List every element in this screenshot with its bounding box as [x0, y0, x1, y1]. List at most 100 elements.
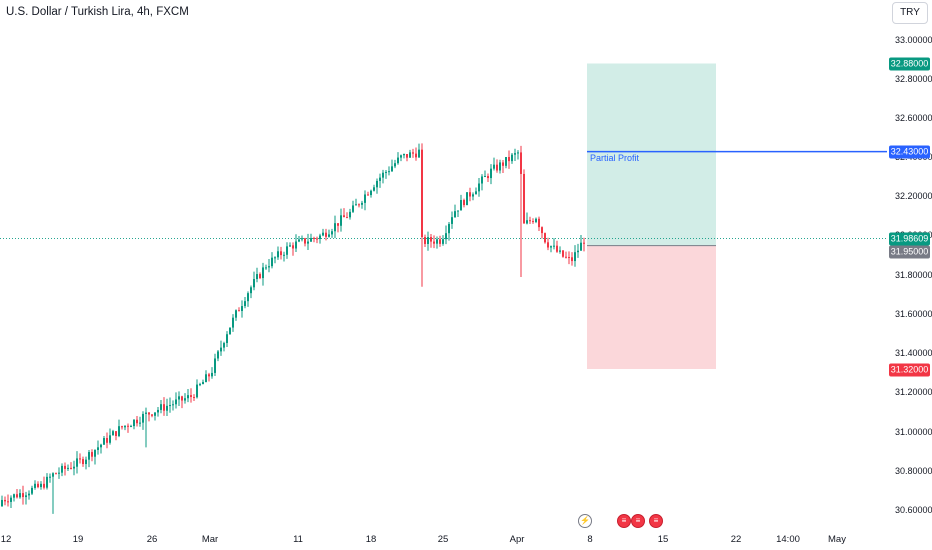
y-tick: 31.80000	[895, 270, 932, 280]
candle-body	[73, 466, 75, 469]
loss-zone	[587, 245, 716, 369]
candle-body	[364, 194, 366, 203]
candle-body	[439, 239, 441, 244]
candle-body	[232, 317, 234, 328]
x-tick: 22	[730, 534, 742, 545]
candle-body	[4, 499, 6, 502]
chart-area[interactable]	[0, 0, 887, 530]
y-tick: 33.00000	[895, 35, 932, 45]
candle-body	[154, 412, 156, 416]
candle-body	[250, 287, 252, 294]
candle-body	[556, 245, 558, 252]
us-flag-icon[interactable]: ≡	[617, 514, 631, 528]
candle-body	[550, 246, 552, 248]
candle-body	[172, 404, 174, 406]
candle-body	[298, 239, 300, 242]
x-tick: 25	[437, 534, 449, 545]
candle-body	[196, 384, 198, 398]
candle-body	[220, 347, 222, 352]
candle-body	[481, 176, 483, 184]
candle-body	[88, 452, 90, 460]
candle-body	[274, 257, 276, 259]
candle-body	[448, 223, 450, 234]
candle-body	[346, 217, 348, 219]
x-tick: 15	[657, 534, 669, 545]
candle-body	[160, 404, 162, 410]
candle-body	[394, 163, 396, 167]
candle-body	[265, 267, 267, 269]
candle-body	[100, 444, 102, 448]
candle-body	[109, 435, 111, 443]
candle-body	[523, 173, 525, 224]
candle-body	[70, 467, 72, 469]
x-tick: 26	[146, 534, 158, 545]
x-tick: 19	[72, 534, 84, 545]
candle-body	[463, 200, 465, 206]
candle-body	[22, 493, 24, 498]
candle-body	[337, 223, 339, 226]
stop-loss-price-tag: 31.32000	[889, 363, 930, 377]
price-chart[interactable]	[0, 0, 887, 530]
x-tick: 18	[365, 534, 377, 545]
candle-body	[409, 152, 411, 158]
x-tick: Apr	[509, 534, 525, 545]
candle-body	[208, 374, 210, 377]
candle-body	[541, 227, 543, 234]
candle-body	[64, 465, 66, 469]
candle-body	[202, 382, 204, 385]
candle-body	[217, 351, 219, 359]
candle-body	[79, 458, 81, 460]
candle-body	[85, 459, 87, 465]
candle-body	[43, 483, 45, 488]
candle-body	[46, 476, 48, 488]
currency-button[interactable]: TRY	[892, 2, 928, 24]
candle-body	[574, 252, 576, 262]
candle-body	[280, 251, 282, 256]
candle-body	[13, 494, 15, 498]
lightning-icon[interactable]: ⚡	[578, 514, 592, 528]
candle-body	[412, 152, 414, 154]
candle-body	[358, 204, 360, 206]
candle-body	[244, 301, 246, 307]
candle-body	[538, 218, 540, 228]
symbol-title[interactable]: U.S. Dollar / Turkish Lira, 4h, FXCM	[6, 6, 189, 18]
candle-body	[247, 293, 249, 302]
candle-body	[151, 414, 153, 416]
partial-profit-price-tag: 32.43000	[889, 145, 930, 159]
candle-body	[442, 239, 444, 244]
candle-body	[292, 245, 294, 249]
candle-body	[58, 472, 60, 474]
time-axis[interactable]: 12 19 26 Mar 11 18 25 Apr 8 15 22 14:00 …	[0, 530, 887, 550]
candle-body	[127, 425, 129, 427]
candle-body	[559, 250, 561, 252]
candle-body	[355, 204, 357, 206]
candle-body	[445, 233, 447, 240]
candle-body	[430, 237, 432, 242]
candle-body	[271, 257, 273, 267]
candle-body	[454, 211, 456, 218]
x-tick: 12	[0, 534, 12, 545]
x-tick: May	[828, 534, 846, 545]
take-profit-price-tag: 32.88000	[889, 57, 930, 71]
candle-body	[76, 458, 78, 467]
candle-body	[52, 473, 54, 477]
candle-body	[139, 422, 141, 424]
candle-body	[163, 404, 165, 411]
candle-body	[241, 306, 243, 312]
candle-body	[517, 152, 519, 154]
candle-body	[91, 452, 93, 457]
candle-body	[145, 412, 147, 414]
candle-body	[421, 149, 423, 238]
candle-body	[502, 162, 504, 166]
candle-body	[508, 157, 510, 162]
candle-body	[580, 242, 582, 251]
candle-body	[169, 405, 171, 407]
candle-body	[469, 192, 471, 197]
us-flag-icon[interactable]: ≡	[649, 514, 663, 528]
y-tick: 32.60000	[895, 113, 932, 123]
us-flag-icon[interactable]: ≡	[631, 514, 645, 528]
price-axis[interactable]: 33.00000 32.80000 32.60000 32.40000 32.2…	[887, 0, 932, 530]
candle-body	[385, 171, 387, 173]
candle-body	[373, 187, 375, 191]
candle-body	[259, 274, 261, 279]
